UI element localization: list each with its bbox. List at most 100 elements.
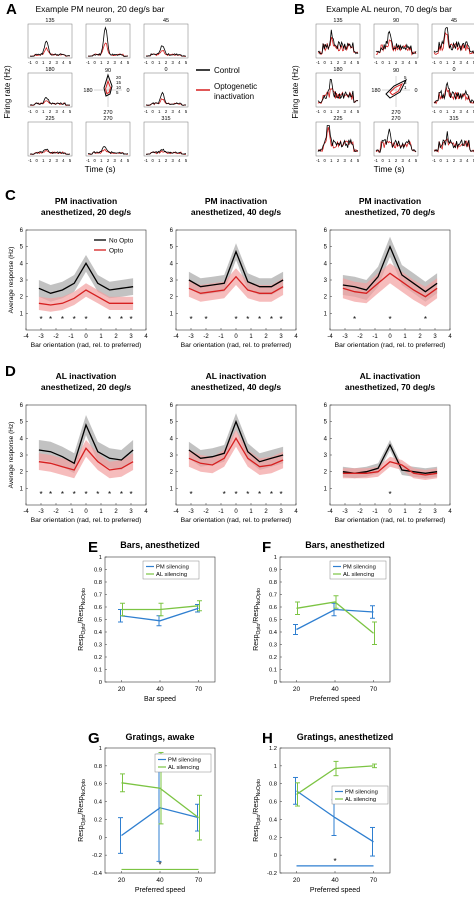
time-tick-label: 0 <box>323 109 326 114</box>
polar-label-left: 180 <box>371 88 380 94</box>
psth-axes-box <box>431 72 474 108</box>
direction-label: 315 <box>449 116 458 122</box>
psth-trace-control <box>433 131 474 153</box>
polar-ring-label: 5 <box>404 75 407 80</box>
y-tick-label: 2 <box>20 295 24 301</box>
significance-star: * <box>108 315 111 324</box>
significance-star: * <box>424 315 427 324</box>
legend-al: AL silencing <box>168 765 199 771</box>
time-tick-label: 4 <box>62 109 65 114</box>
time-tick-label: 2 <box>337 60 340 65</box>
x-tick-label: 4 <box>448 334 452 340</box>
direction-label: 270 <box>103 116 112 122</box>
panel-b-letter: B <box>294 1 305 18</box>
x-tick-label: -4 <box>23 509 29 515</box>
x-tick-label: -1 <box>68 334 74 340</box>
y-tick-label: 3 <box>170 453 174 459</box>
significance-star: * <box>279 315 282 324</box>
time-tick-label: 2 <box>453 60 456 65</box>
line-no-opto <box>188 249 284 288</box>
x-tick-label: -1 <box>218 509 224 515</box>
y-tick-label: 1.2 <box>269 746 277 752</box>
time-tick-label: 5 <box>415 158 418 163</box>
psth-axes-box <box>315 72 361 108</box>
time-tick-label: 4 <box>120 60 123 65</box>
direction-label: 45 <box>163 18 169 24</box>
psth-axes-box <box>373 23 419 59</box>
psth-axes-box <box>143 121 189 157</box>
significance-star: * <box>258 315 261 324</box>
psth-axes-box <box>143 72 189 108</box>
x-tick-label: -4 <box>173 334 179 340</box>
tuning-xlabel: Bar orientation (rad, rel. to preferred) <box>335 342 446 349</box>
time-tick-label: 2 <box>337 109 340 114</box>
significance-star: * <box>84 315 87 324</box>
time-tick-label: 0 <box>35 158 38 163</box>
x-tick-label: 40 <box>156 686 164 693</box>
y-tick-label: 6 <box>170 228 174 234</box>
panel-e-title: Bars, anesthetized <box>120 540 200 550</box>
time-tick-label: 1 <box>42 60 45 65</box>
x-tick-label: 3 <box>279 509 283 515</box>
x-tick-label: 2 <box>264 509 268 515</box>
y-tick-label: 0.3 <box>269 643 277 649</box>
line-no-opto <box>342 244 438 293</box>
time-tick-label: 3 <box>171 109 174 114</box>
x-tick-label: -3 <box>342 334 348 340</box>
time-tick-label: 5 <box>69 60 72 65</box>
band-opto <box>38 440 134 479</box>
series-pm-line <box>296 608 374 631</box>
y-tick-label: 2 <box>324 470 328 476</box>
y-tick-label: 0.8 <box>94 580 102 586</box>
time-tick-label: 3 <box>55 60 58 65</box>
ratio-xlabel: Preferred speed <box>310 887 360 894</box>
time-tick-label: 0 <box>439 109 442 114</box>
time-tick-label: 0 <box>439 60 442 65</box>
panel-h-title: Gratings, anesthetized <box>297 732 394 742</box>
ratio-plot-g: -0.4 -0.2 0 0.2 0.4 0.6 0.8 1 20 40 70 Preferred sp… <box>78 746 216 894</box>
panel-c-letter: C <box>5 187 16 204</box>
y-tick-label: 1 <box>274 764 277 770</box>
significance-star: * <box>73 490 76 499</box>
psth-trace-control <box>145 45 186 57</box>
x-tick-label: 4 <box>448 509 452 515</box>
x-tick-label: 70 <box>195 877 203 884</box>
time-tick-label: 5 <box>357 109 360 114</box>
time-tick-label: 0 <box>93 60 96 65</box>
time-tick-label: 4 <box>178 109 181 114</box>
time-tick-label: 4 <box>350 109 353 114</box>
polar-label-right: 0 <box>126 88 129 94</box>
legend-al: AL silencing <box>343 572 374 578</box>
y-tick-label: 1 <box>99 555 102 561</box>
y-tick-label: 0.4 <box>269 817 278 823</box>
y-tick-label: 0.4 <box>94 800 103 806</box>
tuning-xlabel: Bar orientation (rad, rel. to preferred) <box>31 517 142 524</box>
x-tick-label: 70 <box>370 686 378 693</box>
time-tick-label: 1 <box>100 60 103 65</box>
time-tick-label: -1 <box>432 158 436 163</box>
band-opto <box>188 430 284 475</box>
time-tick-label: 0 <box>35 60 38 65</box>
y-tick-label: 0.3 <box>94 643 102 649</box>
psth-trace-control <box>375 30 417 55</box>
y-tick-label: 0.6 <box>94 782 102 788</box>
psth-trace-control <box>317 29 359 55</box>
y-tick-label: 6 <box>324 403 328 409</box>
polar-tuning-control <box>385 78 408 99</box>
x-tick-label: 40 <box>156 877 164 884</box>
significance-star: * <box>189 490 192 499</box>
panel-a-legend: Control Optogenetic inactivation <box>196 66 257 101</box>
x-tick-label: -3 <box>38 509 44 515</box>
y-tick-label: 5 <box>324 245 328 251</box>
time-tick-label: 4 <box>178 60 181 65</box>
y-tick-label: 0.1 <box>94 668 102 674</box>
x-tick-label: 1 <box>249 509 253 515</box>
time-tick-label: 1 <box>446 158 449 163</box>
direction-label: 90 <box>393 18 399 24</box>
panel-b-ylabel: Firing rate (Hz) <box>291 65 300 119</box>
psth-trace-control <box>29 40 71 57</box>
time-tick-label: 4 <box>408 158 411 163</box>
x-tick-label: 3 <box>129 509 133 515</box>
significance-star: * <box>223 490 226 499</box>
panel-a-xlabel: Time (s) <box>85 164 116 174</box>
